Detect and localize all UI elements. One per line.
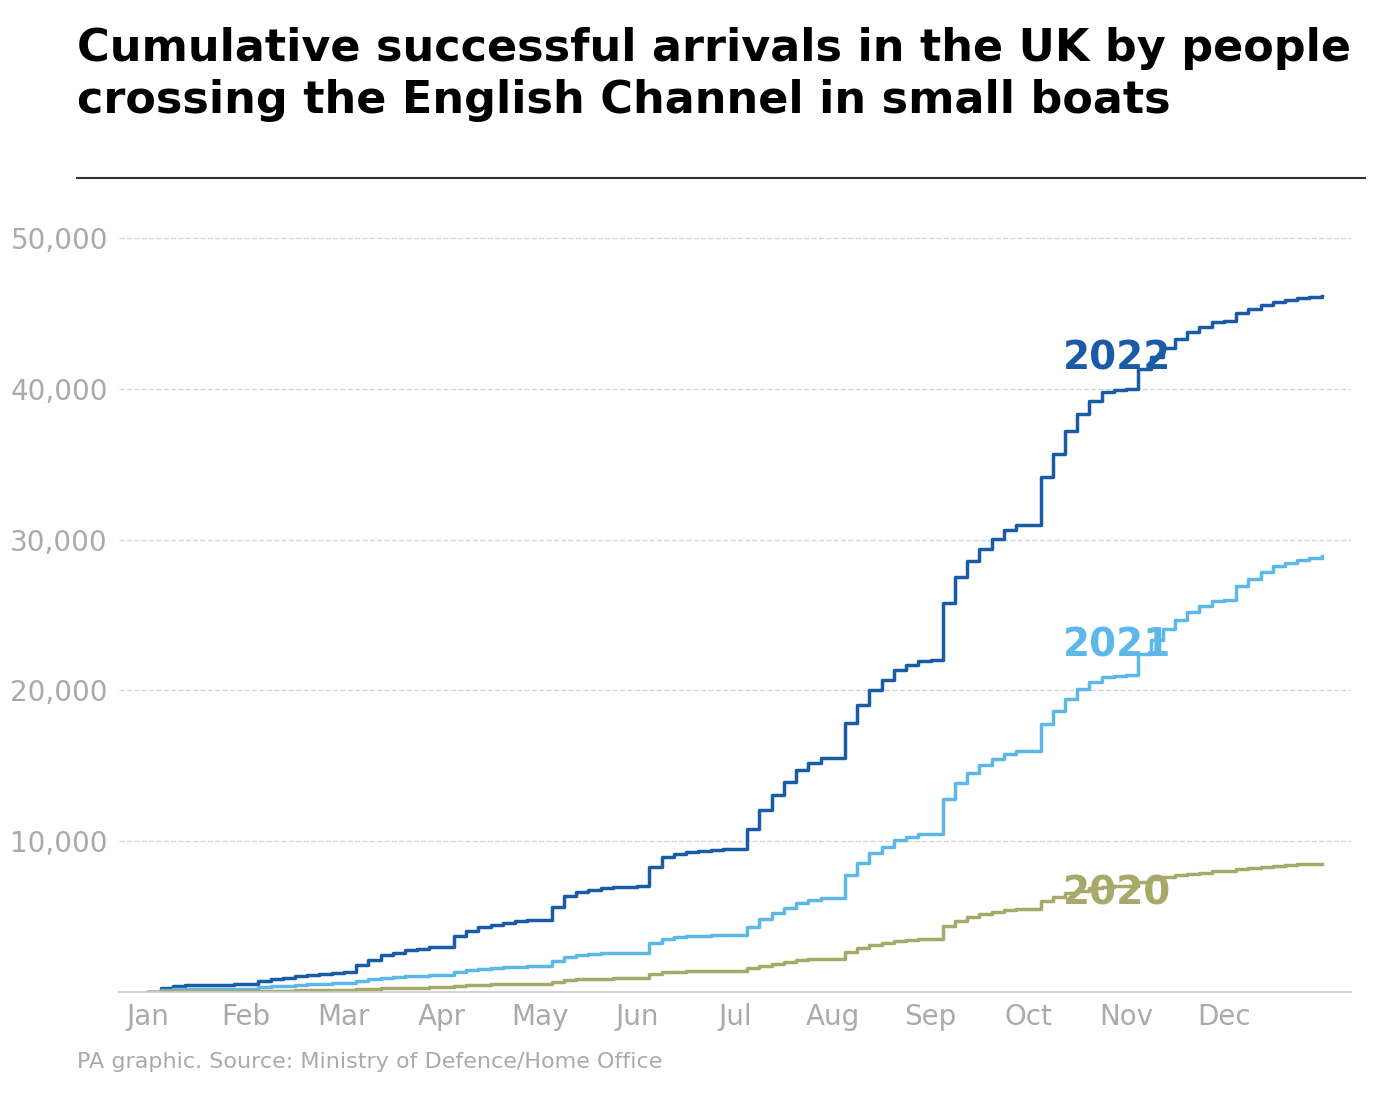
Text: 2022: 2022 bbox=[1063, 340, 1170, 378]
Text: PA graphic. Source: Ministry of Defence/Home Office: PA graphic. Source: Ministry of Defence/… bbox=[77, 1052, 662, 1072]
Text: Cumulative successful arrivals in the UK by people
crossing the English Channel : Cumulative successful arrivals in the UK… bbox=[77, 27, 1351, 122]
Text: 2021: 2021 bbox=[1063, 626, 1170, 664]
Text: 2020: 2020 bbox=[1063, 875, 1170, 913]
